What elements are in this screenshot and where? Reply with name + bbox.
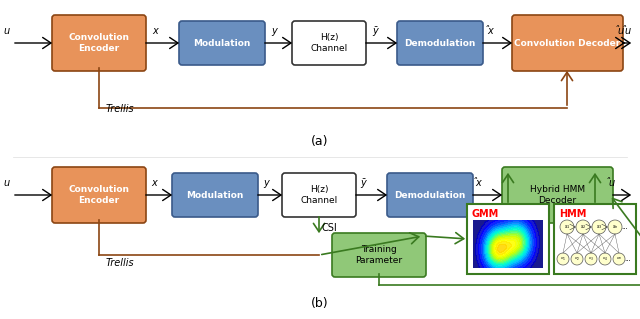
Circle shape: [585, 253, 597, 265]
FancyBboxPatch shape: [387, 173, 473, 217]
Circle shape: [571, 253, 583, 265]
Text: x: x: [152, 26, 158, 36]
Text: $s_n$: $s_n$: [612, 223, 618, 231]
Circle shape: [613, 253, 625, 265]
Circle shape: [592, 220, 606, 234]
FancyBboxPatch shape: [282, 173, 356, 217]
FancyBboxPatch shape: [52, 167, 146, 223]
Text: GMM: GMM: [472, 209, 499, 219]
Text: $o_3$: $o_3$: [588, 255, 594, 263]
Text: ̂u: ̂u: [626, 26, 632, 36]
Text: Modulation: Modulation: [193, 39, 251, 48]
Circle shape: [560, 220, 574, 234]
FancyBboxPatch shape: [397, 21, 483, 65]
Circle shape: [557, 253, 569, 265]
Text: y: y: [263, 178, 269, 188]
Text: y: y: [271, 26, 277, 36]
Text: Modulation: Modulation: [186, 190, 244, 199]
Text: u: u: [3, 26, 9, 36]
Text: ...: ...: [621, 224, 628, 230]
Text: (b): (b): [311, 296, 329, 309]
Text: $o_1$: $o_1$: [560, 255, 566, 263]
FancyBboxPatch shape: [292, 21, 366, 65]
FancyBboxPatch shape: [502, 167, 613, 223]
Circle shape: [608, 220, 622, 234]
Text: ̂u: ̂u: [619, 26, 625, 36]
Text: $o_4$: $o_4$: [602, 255, 608, 263]
Text: (a): (a): [311, 136, 329, 149]
Text: ̂x: ̂x: [489, 26, 495, 36]
FancyBboxPatch shape: [52, 15, 146, 71]
Text: $s_3$: $s_3$: [596, 223, 602, 231]
Text: Trellis: Trellis: [106, 104, 134, 114]
FancyBboxPatch shape: [467, 204, 549, 274]
Text: ̂x: ̂x: [477, 178, 483, 188]
FancyBboxPatch shape: [179, 21, 265, 65]
Text: ỹ: ỹ: [372, 26, 378, 36]
Text: ̂u: ̂u: [610, 178, 616, 188]
Text: CSI: CSI: [322, 223, 338, 233]
Text: H(z)
Channel: H(z) Channel: [300, 185, 338, 205]
Text: Convolution Decoder: Convolution Decoder: [515, 39, 621, 48]
Circle shape: [599, 253, 611, 265]
Text: ...: ...: [625, 256, 632, 262]
Circle shape: [576, 220, 590, 234]
Text: $o_n$: $o_n$: [616, 256, 622, 262]
Text: x: x: [151, 178, 157, 188]
Text: H(z)
Channel: H(z) Channel: [310, 33, 348, 53]
Text: Demodulation: Demodulation: [394, 190, 466, 199]
Text: $s_1$: $s_1$: [564, 223, 570, 231]
Text: $s_2$: $s_2$: [580, 223, 586, 231]
Text: Trellis: Trellis: [106, 258, 134, 268]
FancyBboxPatch shape: [172, 173, 258, 217]
Text: Convolution
Encoder: Convolution Encoder: [68, 185, 129, 205]
Text: Convolution
Encoder: Convolution Encoder: [68, 33, 129, 53]
Text: u: u: [3, 178, 9, 188]
Text: $o_2$: $o_2$: [574, 255, 580, 263]
FancyBboxPatch shape: [554, 204, 636, 274]
FancyBboxPatch shape: [332, 233, 426, 277]
Text: HMM: HMM: [559, 209, 586, 219]
Text: Training
Parameter: Training Parameter: [355, 245, 403, 265]
Text: Hybrid HMM
Decoder: Hybrid HMM Decoder: [530, 185, 585, 205]
FancyBboxPatch shape: [512, 15, 623, 71]
Text: Demodulation: Demodulation: [404, 39, 476, 48]
Text: ỹ: ỹ: [360, 178, 366, 188]
